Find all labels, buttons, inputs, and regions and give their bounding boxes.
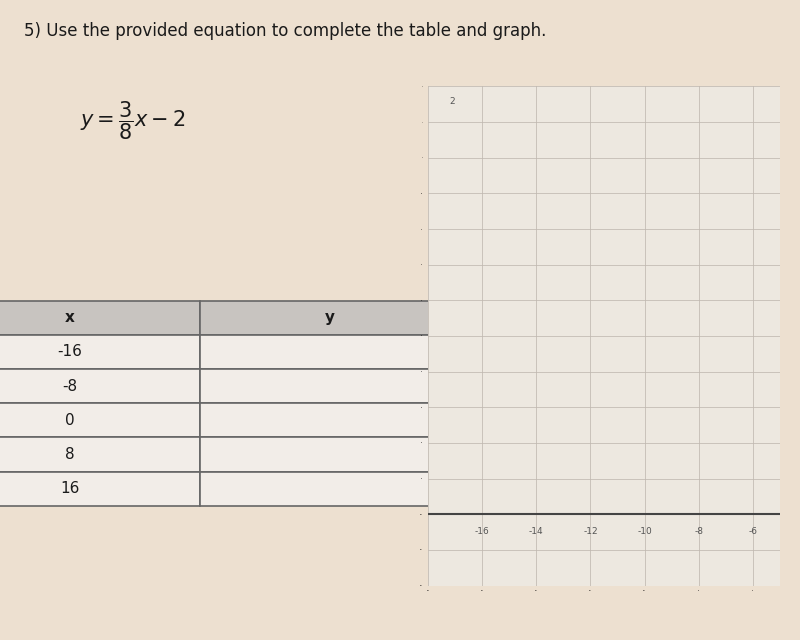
Text: -6: -6	[749, 527, 758, 536]
Text: -14: -14	[529, 527, 544, 536]
Text: -8: -8	[694, 527, 703, 536]
Text: -12: -12	[583, 527, 598, 536]
Text: 5) Use the provided equation to complete the table and graph.: 5) Use the provided equation to complete…	[24, 22, 546, 40]
Text: $y = \dfrac{3}{8}x - 2$: $y = \dfrac{3}{8}x - 2$	[80, 99, 186, 141]
Text: 2: 2	[450, 97, 455, 106]
Text: -10: -10	[638, 527, 652, 536]
Text: -16: -16	[474, 527, 490, 536]
